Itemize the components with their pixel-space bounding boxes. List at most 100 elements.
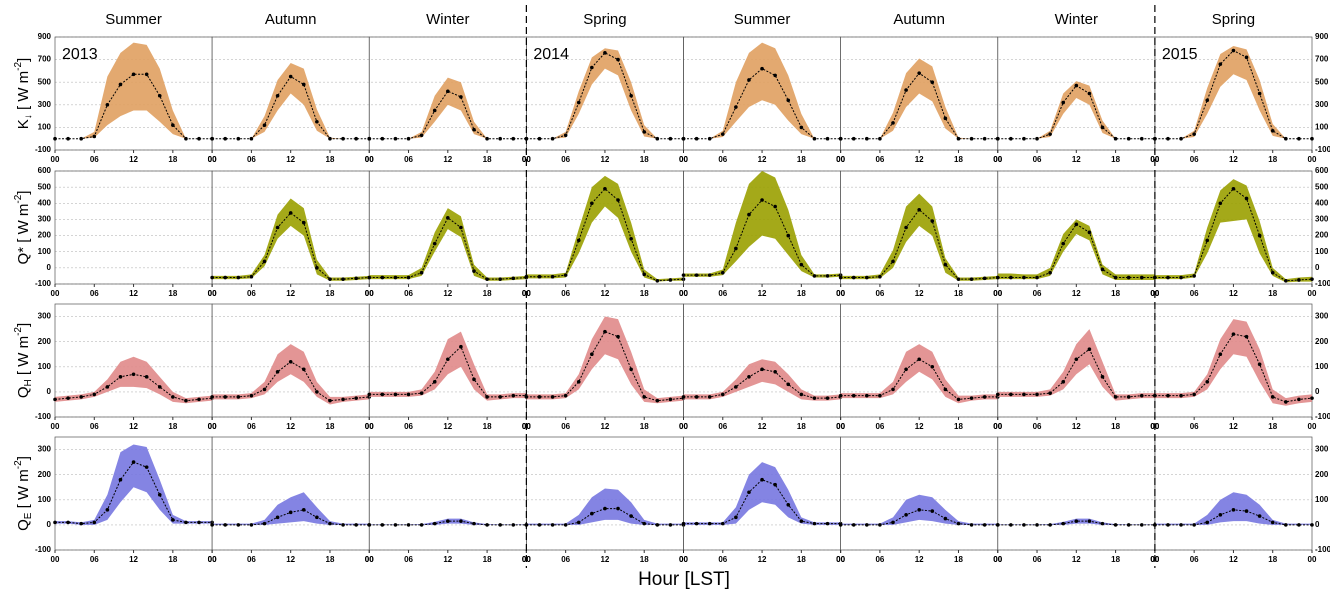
mean-point — [930, 80, 935, 84]
y-tick-label: -100 — [35, 545, 52, 554]
mean-point — [1179, 393, 1183, 398]
mean-point — [79, 395, 83, 399]
mean-point — [1087, 519, 1092, 523]
mean-point — [982, 395, 987, 399]
x-tick-label: 06 — [561, 155, 570, 164]
x-tick-label: 06 — [404, 289, 413, 298]
y-tick-label: 300 — [38, 312, 52, 321]
mean-point — [1297, 278, 1301, 282]
y-tick-label: 0 — [47, 520, 52, 529]
mean-point — [563, 133, 568, 138]
mean-point — [773, 73, 777, 78]
x-tick-label: 18 — [1111, 155, 1120, 164]
x-axis-title: Hour [LST] — [638, 569, 730, 590]
mean-point — [995, 275, 1000, 280]
mean-point — [301, 367, 306, 372]
x-tick-label: 12 — [286, 422, 295, 431]
x-tick-label: 06 — [1190, 555, 1199, 564]
range-band — [683, 171, 841, 278]
x-tick-label: 12 — [915, 289, 924, 298]
mean-point — [432, 108, 437, 113]
mean-point — [681, 521, 686, 526]
range-band — [1154, 319, 1312, 406]
mean-point — [511, 393, 516, 398]
mean-point — [301, 220, 306, 225]
y-axis-title-part: [ W m — [15, 204, 32, 247]
y-axis-title: Q* [ W m-2] — [13, 191, 32, 265]
x-tick-label: 18 — [640, 422, 649, 431]
mean-point — [184, 520, 188, 525]
mean-point — [406, 275, 411, 280]
y-tick-label: 200 — [38, 470, 52, 479]
x-tick-label: 12 — [443, 155, 452, 164]
mean-point — [1310, 136, 1314, 141]
x-tick-label: 06 — [1033, 289, 1042, 298]
x-tick-label: 12 — [1072, 422, 1081, 431]
mean-point — [1244, 55, 1249, 60]
x-tick-label: 06 — [718, 155, 727, 164]
mean-point — [328, 398, 332, 403]
mean-point — [982, 136, 987, 141]
mean-point — [446, 519, 450, 523]
y-tick-label: -100 — [35, 412, 52, 421]
mean-point — [262, 521, 267, 526]
mean-point — [1231, 186, 1236, 191]
y-tick-label: -100 — [35, 279, 52, 288]
x-tick-label: 12 — [758, 155, 767, 164]
y-axis-title-part: K — [15, 119, 32, 129]
mean-point — [511, 523, 516, 527]
y-axis-title-part: H — [23, 379, 34, 386]
x-tick-label: 12 — [443, 422, 452, 431]
mean-point — [563, 393, 568, 398]
mean-point — [171, 123, 175, 127]
range-band — [369, 208, 527, 281]
x-tick-label: 18 — [483, 422, 492, 431]
mean-point — [275, 225, 280, 230]
mean-point — [223, 275, 228, 280]
mean-point — [341, 397, 345, 402]
mean-point — [760, 477, 764, 482]
mean-point — [812, 396, 817, 400]
mean-point — [1257, 91, 1262, 96]
mean-point — [707, 521, 712, 526]
mean-point — [393, 136, 398, 141]
mean-point — [1192, 132, 1196, 136]
mean-point — [210, 395, 214, 399]
mean-point — [1048, 132, 1052, 136]
mean-point — [446, 216, 450, 220]
x-tick-label: 18 — [1111, 289, 1120, 298]
mean-point — [1048, 270, 1052, 275]
mean-point — [511, 136, 516, 141]
mean-point — [550, 523, 555, 527]
mean-point — [1139, 523, 1144, 527]
mean-point — [616, 198, 620, 202]
range-band — [369, 77, 527, 139]
mean-point — [773, 204, 777, 209]
mean-point — [865, 393, 869, 398]
mean-point — [472, 377, 476, 382]
x-tick-label: 00 — [836, 555, 845, 564]
x-tick-label: 18 — [954, 289, 963, 298]
y-tick-label: 100 — [38, 123, 52, 132]
x-tick-label: 06 — [1190, 155, 1199, 164]
mean-point — [878, 274, 882, 279]
x-tick-label: 18 — [326, 555, 335, 564]
x-tick-label: 12 — [1229, 155, 1238, 164]
mean-point — [446, 357, 450, 362]
mean-point — [1192, 274, 1196, 278]
x-tick-label: 18 — [326, 155, 335, 164]
mean-point — [249, 274, 254, 279]
mean-point — [917, 207, 921, 212]
mean-point — [904, 367, 908, 372]
x-tick-label: 06 — [90, 555, 99, 564]
mean-point — [891, 520, 895, 525]
x-tick-label: 00 — [208, 289, 217, 298]
mean-point — [1192, 523, 1196, 527]
mean-point — [419, 523, 424, 527]
mean-point — [668, 523, 673, 527]
mean-point — [786, 98, 791, 103]
mean-point — [328, 136, 332, 141]
mean-point — [1061, 241, 1066, 246]
mean-point — [301, 82, 306, 87]
mean-point — [851, 523, 856, 527]
